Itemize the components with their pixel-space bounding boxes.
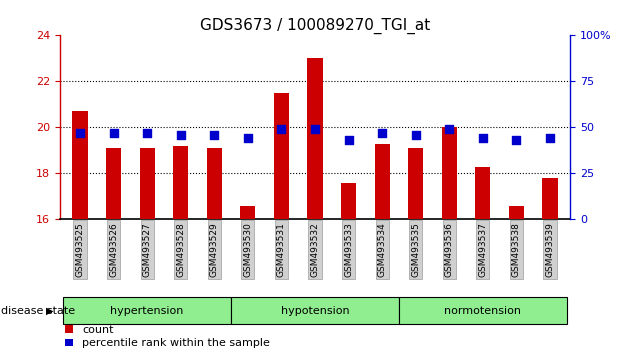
Bar (307, 58, 323, 219)
Bar (106, 148, 121, 219)
Bar (509, 206, 524, 219)
Bar (341, 183, 356, 219)
Bar (274, 93, 289, 219)
Bar (442, 127, 457, 219)
Bar (231, 297, 399, 324)
Point (545, 136, 555, 141)
Point (310, 126, 320, 132)
Bar (140, 148, 155, 219)
Bar (72, 111, 88, 219)
Bar (475, 166, 490, 219)
Point (343, 137, 353, 143)
Point (209, 132, 219, 138)
Bar (408, 148, 423, 219)
Text: ▶: ▶ (46, 306, 54, 316)
Point (243, 136, 253, 141)
Point (411, 132, 421, 138)
Point (277, 126, 287, 132)
Point (512, 137, 522, 143)
Bar (63, 297, 231, 324)
Legend: count, percentile rank within the sample: count, percentile rank within the sample (66, 325, 270, 348)
Point (142, 130, 152, 136)
Text: normotension: normotension (444, 306, 522, 316)
Text: hypertension: hypertension (110, 306, 184, 316)
Point (478, 136, 488, 141)
Bar (240, 206, 255, 219)
Point (444, 126, 454, 132)
Point (176, 132, 186, 138)
Bar (173, 146, 188, 219)
Point (75, 130, 85, 136)
Point (108, 130, 118, 136)
Bar (375, 143, 390, 219)
Text: hypotension: hypotension (281, 306, 349, 316)
Title: GDS3673 / 100089270_TGI_at: GDS3673 / 100089270_TGI_at (200, 18, 430, 34)
Bar (399, 297, 567, 324)
Bar (542, 178, 558, 219)
Bar (207, 148, 222, 219)
Text: disease state: disease state (1, 306, 76, 316)
Point (377, 130, 387, 136)
